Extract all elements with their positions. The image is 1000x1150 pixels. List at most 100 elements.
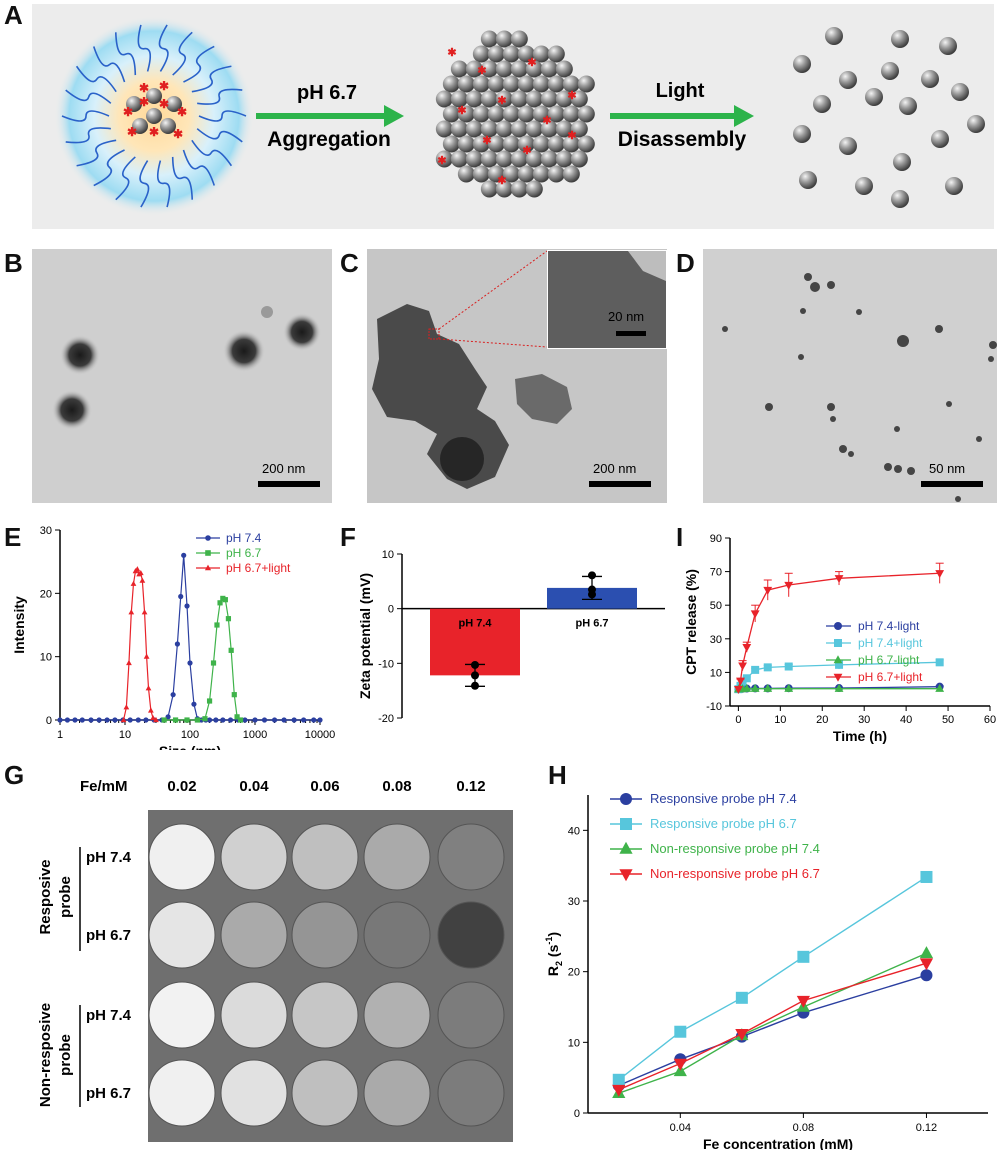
iron-oxide-particle xyxy=(547,135,565,153)
tem-particle xyxy=(988,356,994,362)
iron-oxide-particle xyxy=(146,108,162,124)
iron-oxide-particle xyxy=(555,60,573,78)
bar-label: pH 6.7 xyxy=(575,618,608,630)
polymer-chain xyxy=(139,160,150,208)
tem-particle xyxy=(935,325,943,333)
iron-oxide-particle xyxy=(562,165,580,183)
mri-phantom-well xyxy=(220,981,288,1049)
iron-oxide-particle xyxy=(495,60,513,78)
iron-oxide-particle xyxy=(457,75,475,93)
data-point xyxy=(291,717,297,723)
legend-label: pH 7.4-light xyxy=(858,619,920,633)
data-point xyxy=(231,692,237,698)
tem-particle xyxy=(804,273,812,281)
data-point xyxy=(184,603,190,609)
chart-h-relaxation: 0.04 0.08 0.12 0 10 20 30 40 Fe concentration (m… xyxy=(544,791,988,1150)
iron-oxide-particle xyxy=(442,105,460,123)
tem-particle xyxy=(223,330,265,372)
iron-oxide-particle xyxy=(502,45,520,63)
mri-phantom-well xyxy=(220,823,288,891)
iron-oxide-particle xyxy=(899,97,917,115)
x-tick-label: 0.08 xyxy=(793,1122,814,1134)
chart-i-cpt-release: 0 10 20 30 40 50 60 -10 10 30 50 70 90 Time (h) CPT re… xyxy=(683,533,996,744)
tem-particle xyxy=(894,465,902,473)
iron-oxide-particle xyxy=(577,75,595,93)
iron-oxide-particle xyxy=(442,75,460,93)
y-tick-label: 40 xyxy=(568,825,580,837)
tem-particle xyxy=(60,335,100,375)
y-tick-label: 10 xyxy=(710,667,722,679)
data-point xyxy=(174,641,181,647)
iron-oxide-particle xyxy=(472,45,490,63)
drug-icon: ✱ xyxy=(457,105,466,117)
iron-oxide-particle xyxy=(465,120,483,138)
legend-label: Responsive probe pH 6.7 xyxy=(650,816,797,831)
iron-oxide-particle xyxy=(813,95,831,113)
data-point xyxy=(763,586,773,595)
data-point xyxy=(222,597,228,603)
legend-label: Non-responsive probe pH 7.4 xyxy=(650,841,820,856)
data-point xyxy=(784,581,794,590)
group-label-line2: probe xyxy=(57,1034,74,1076)
concentration-label: 0.08 xyxy=(382,778,411,795)
data-point xyxy=(120,716,127,723)
legend-item: Responsive probe pH 7.4 xyxy=(610,791,797,806)
data-point xyxy=(194,717,201,723)
iron-oxide-particle xyxy=(435,90,453,108)
legend-label: Non-responsive probe pH 6.7 xyxy=(650,866,820,881)
data-point xyxy=(210,660,217,666)
data-point xyxy=(317,717,323,723)
legend-label: Responsive probe pH 7.4 xyxy=(650,791,797,806)
series-line xyxy=(618,962,927,1091)
y-axis-label-part: -1 xyxy=(544,937,554,945)
iron-oxide-particle xyxy=(487,165,505,183)
iron-oxide-particle xyxy=(487,75,505,93)
disassembly-arrow xyxy=(610,105,754,127)
arrow1-bottom-text: Aggregation xyxy=(267,128,391,151)
iron-oxide-particle xyxy=(480,120,498,138)
iron-oxide-particle xyxy=(570,90,588,108)
drug-icon: ✱ xyxy=(139,81,149,95)
schematic-svg: ✱ ✱✱✱✱✱ ✱✱ ✱ pH 6.7 Aggregation ✱✱✱✱✱✱✱✱✱✱✱… xyxy=(54,16,985,216)
panel-label-f: F xyxy=(340,522,356,552)
iron-oxide-particle xyxy=(891,30,909,48)
y-tick-label: 0 xyxy=(574,1108,580,1120)
mri-phantom-well xyxy=(148,981,216,1049)
iron-oxide-particle xyxy=(570,120,588,138)
mri-phantom-well xyxy=(220,901,288,969)
data-point xyxy=(112,717,118,723)
panel-label-c: C xyxy=(340,248,359,278)
data-point xyxy=(170,692,176,698)
mri-phantom-panel: Fe/mM 0.02 0.04 0.06 0.08 0.12 pH 7.4 pH 6.7 pH … xyxy=(37,778,513,1142)
series-line xyxy=(618,952,927,1094)
tem-particle xyxy=(798,354,804,360)
data-point xyxy=(612,1084,626,1097)
mri-phantom-well xyxy=(148,823,216,891)
bar-group: pH 7.4 xyxy=(430,608,520,690)
legend-item: pH 7.4 xyxy=(196,531,262,545)
tem-particle xyxy=(989,341,997,349)
iron-oxide-particle xyxy=(793,125,811,143)
iron-oxide-particle xyxy=(472,135,490,153)
iron-oxide-particle xyxy=(495,120,513,138)
legend-label: pH 7.4+light xyxy=(858,636,923,650)
drug-icon: ✱ xyxy=(159,79,169,93)
tem-particle xyxy=(839,445,847,453)
x-tick-label: 50 xyxy=(942,714,954,726)
legend-label: pH 6.7+light xyxy=(226,561,291,575)
tem-particle xyxy=(52,390,92,430)
y-tick-label: -10 xyxy=(706,701,722,713)
tem-particle xyxy=(810,282,820,292)
iron-oxide-particle xyxy=(132,118,148,134)
data-point xyxy=(206,717,213,723)
legend-item: pH 6.7-light xyxy=(826,653,920,667)
data-point xyxy=(161,717,167,723)
mri-phantom-well xyxy=(437,1059,505,1127)
scale-label-c-inset: 20 nm xyxy=(608,309,645,324)
iron-oxide-particle xyxy=(525,120,543,138)
data-point xyxy=(213,717,219,723)
polymer-chain xyxy=(137,24,152,72)
data-point xyxy=(141,609,148,615)
data-point xyxy=(471,660,479,669)
polymer-chain xyxy=(198,110,247,122)
